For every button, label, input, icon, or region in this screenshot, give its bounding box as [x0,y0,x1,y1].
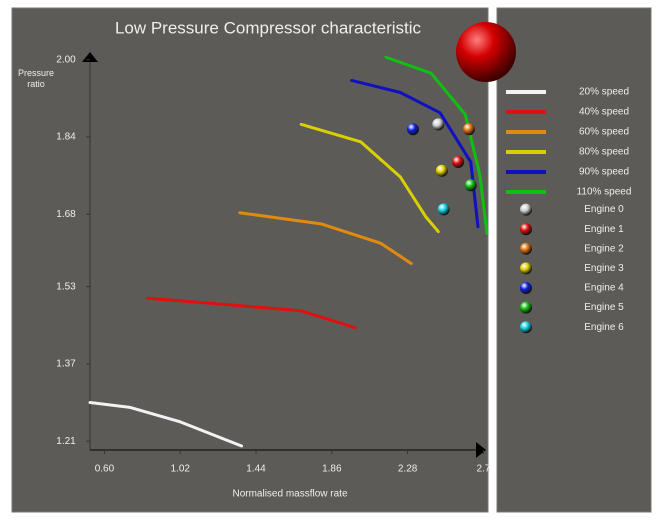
legend-label: Engine 1 [584,224,624,235]
x-tick-label: 1.86 [322,464,342,475]
engine-point [437,203,450,216]
legend-swatch [520,301,532,314]
chart-title: Low Pressure Compressor characteristic [115,18,422,37]
plot-panel [11,7,489,513]
engine-point [464,179,477,192]
legend-swatch [520,223,532,236]
x-tick-label: 0.60 [95,464,115,475]
legend-label: 40% speed [579,107,629,118]
speed-line [146,296,357,330]
engine-point [452,156,465,169]
engine-point [407,123,420,136]
speed-line [299,122,440,234]
x-tick-label: 2.7 [476,464,490,475]
legend-label: 110% speed [577,187,632,198]
y-tick-label: 1.53 [56,281,76,292]
status-sphere [456,22,516,82]
legend-swatch [520,242,532,255]
speed-line [238,211,413,265]
y-axis-label: Pressure ratio [17,68,54,89]
legend-label: 60% speed [579,127,629,138]
legend-label: Engine 2 [584,243,624,254]
y-tick-label: 1.84 [56,132,76,143]
engine-point [462,123,475,136]
legend-label: Engine 5 [584,302,624,313]
x-tick-label: 2.28 [398,464,418,475]
y-tick-label: 1.68 [56,209,76,220]
legend-label: Engine 6 [584,322,624,333]
legend-swatch [520,262,532,275]
x-axis-label: Normalised massflow rate [232,489,347,500]
y-tick-label: 2.00 [56,54,76,65]
legend-label: 80% speed [579,147,629,158]
legend-swatch [520,203,532,216]
legend-swatch [520,282,532,294]
engine-point [432,118,445,131]
speed-line [88,401,244,448]
legend-panel [496,7,652,513]
speed-line [384,55,489,236]
legend-label: 20% speed [579,87,629,98]
legend-label: Engine 0 [584,204,624,215]
x-tick-label: 1.44 [246,464,266,475]
x-axis-arrow [476,442,486,458]
legend-label: 90% speed [579,167,629,178]
legend-label: Engine 3 [584,263,624,274]
x-tick-label: 1.02 [170,464,190,475]
engine-point [435,164,448,177]
legend-label: Engine 4 [584,283,624,294]
legend-swatch [520,321,532,334]
y-tick-label: 1.21 [56,436,76,447]
y-tick-label: 1.37 [56,359,76,370]
